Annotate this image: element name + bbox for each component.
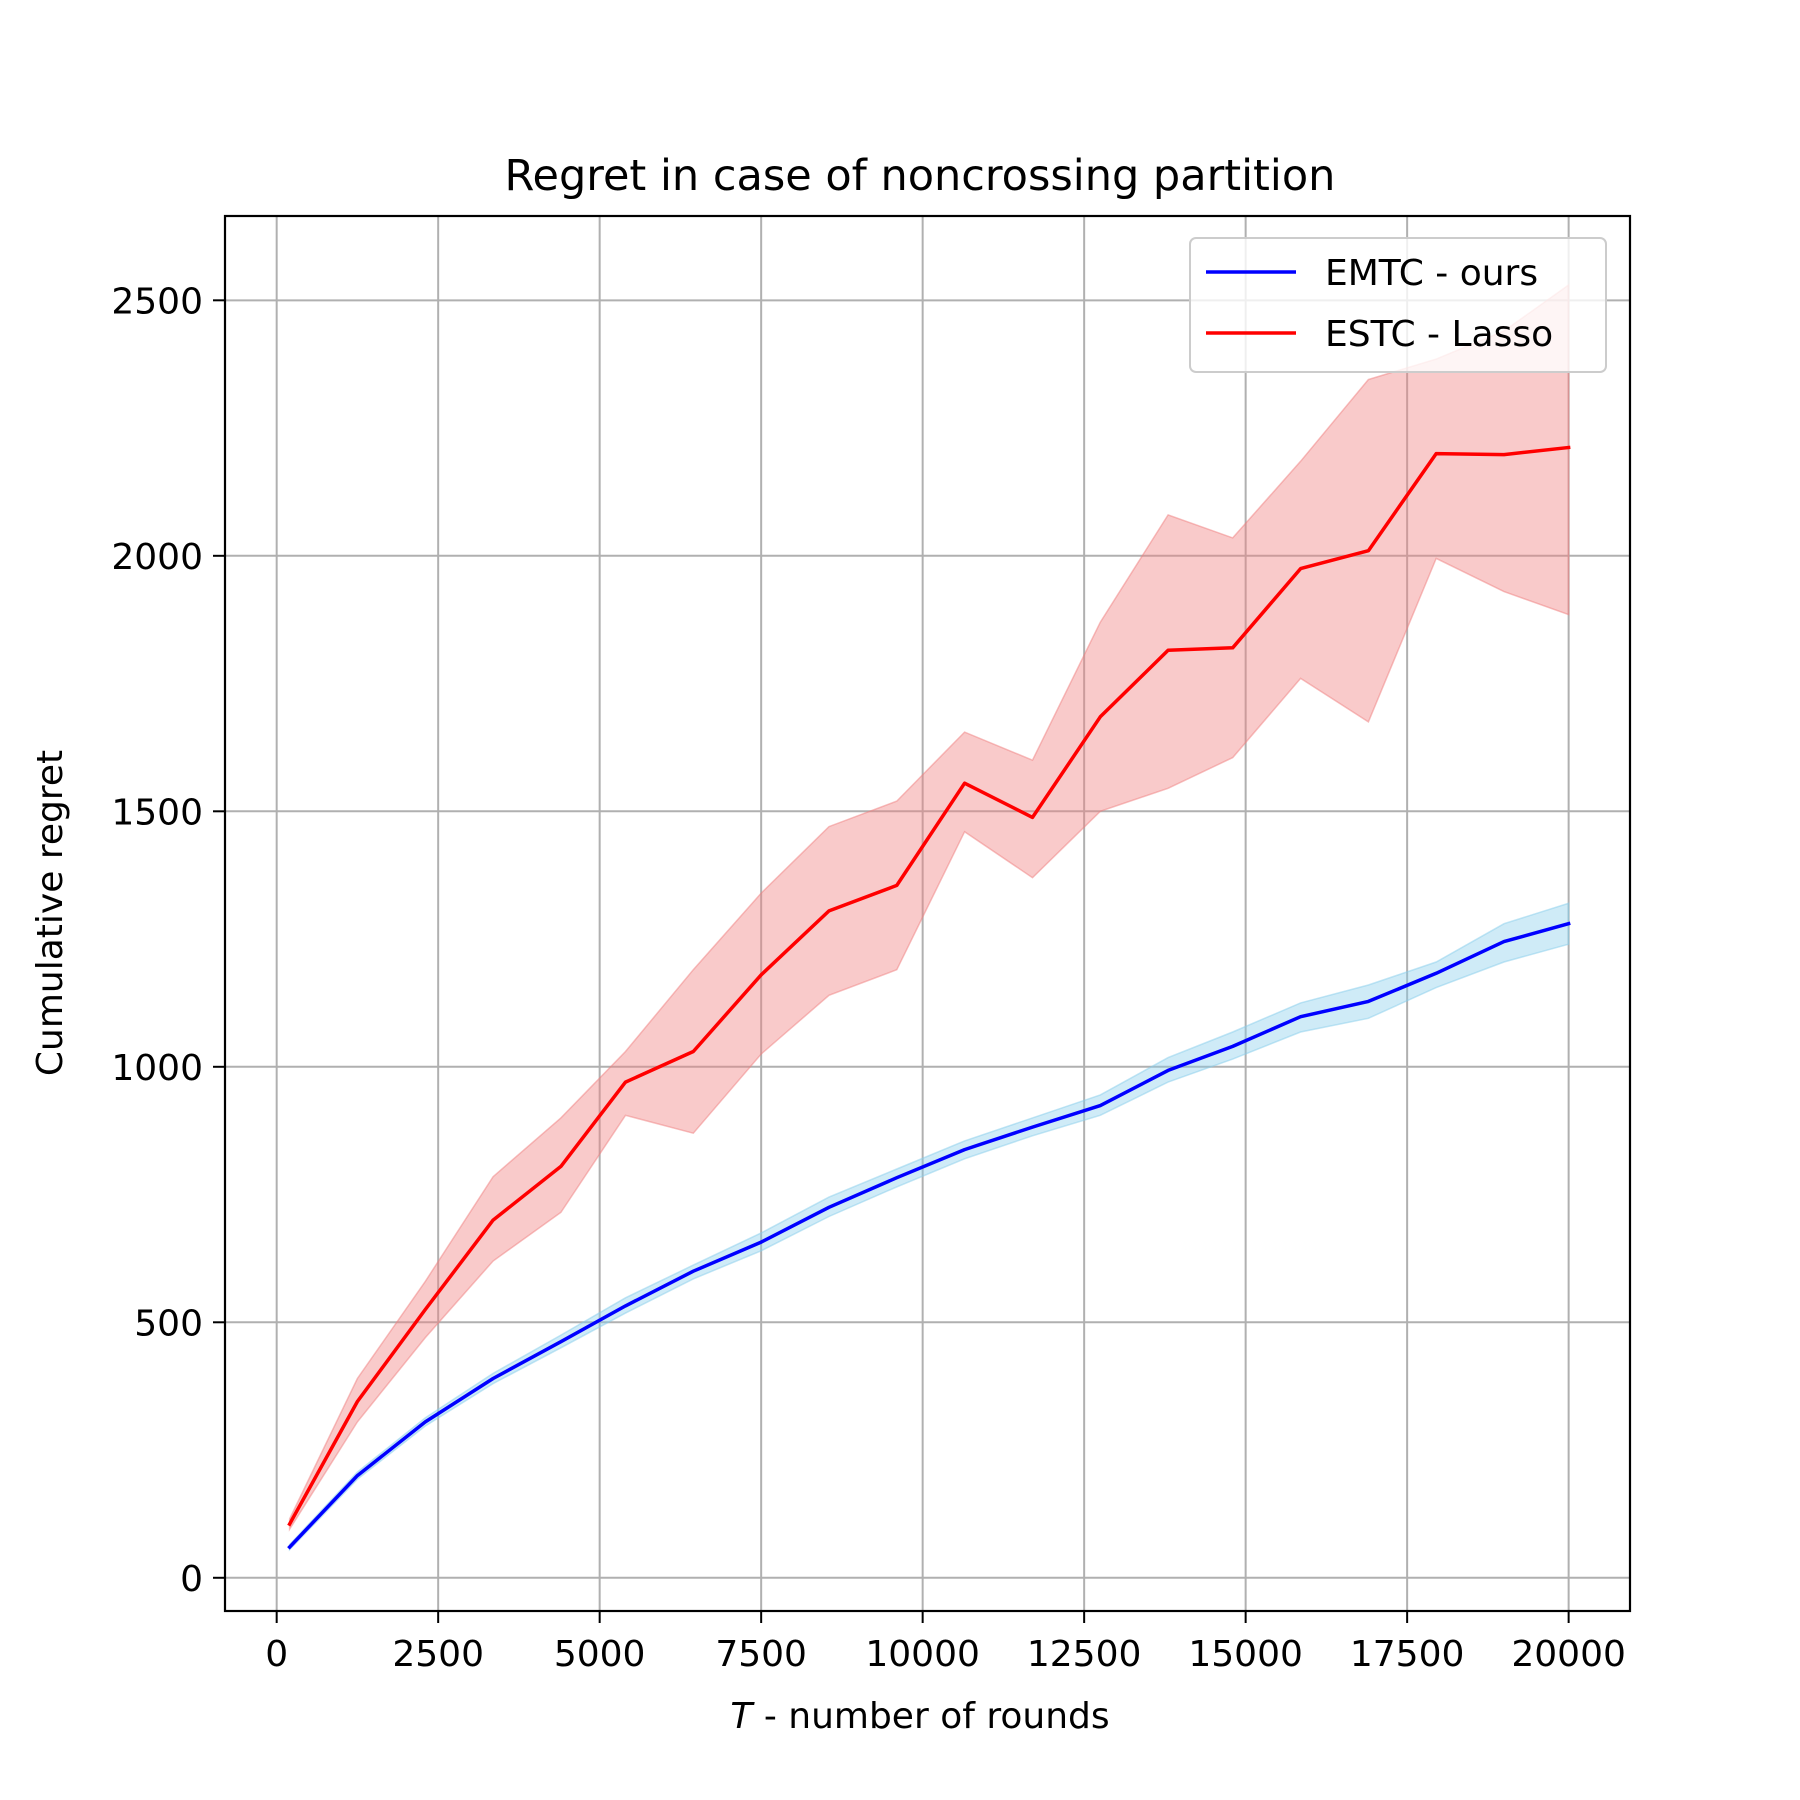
x-tick-label: 2500 [392, 1634, 484, 1675]
legend-label-estc: ESTC - Lasso [1325, 314, 1553, 355]
y-tick-label: 1000 [111, 1048, 203, 1089]
plot-area [223, 214, 1632, 1613]
x-axis-label-text: - number of rounds [752, 1696, 1109, 1737]
legend: EMTC - ours ESTC - Lasso [1189, 237, 1607, 373]
y-tick-label: 500 [134, 1303, 203, 1344]
x-tick-label: 7500 [715, 1634, 807, 1675]
confidence-band-emtc [288, 902, 1570, 1552]
x-tick-label: 12500 [1027, 1634, 1142, 1675]
x-axis-label-variable: T [730, 1696, 755, 1737]
grid [225, 216, 1630, 1611]
x-tick-label: 0 [265, 1634, 288, 1675]
x-tick-label: 15000 [1188, 1634, 1303, 1675]
x-tick-label: 20000 [1511, 1634, 1626, 1675]
x-axis: 0 2500 5000 7500 10000 12500 15000 17500 20000 [265, 1611, 1626, 1675]
plot-background [225, 216, 1630, 1611]
y-tick-label: 1500 [111, 792, 203, 833]
x-axis-label: T - number of rounds [730, 1696, 1109, 1737]
x-tick-label: 10000 [865, 1634, 980, 1675]
legend-label-emtc: EMTC - ours [1325, 253, 1538, 294]
series-lines [287, 445, 1571, 1550]
series-line-estc [287, 445, 1571, 1527]
plot-frame [223, 214, 1632, 1613]
x-tick-label: 5000 [554, 1634, 646, 1675]
y-axis: 0 500 1000 1500 2000 2500 [111, 281, 225, 1600]
chart-title: Regret in case of noncrossing partition [505, 151, 1336, 201]
y-tick-label: 2000 [111, 537, 203, 578]
series-line-emtc [287, 921, 1571, 1550]
y-axis-label: Cumulative regret [30, 750, 71, 1076]
x-tick-label: 17500 [1350, 1634, 1465, 1675]
y-tick-label: 2500 [111, 281, 203, 322]
confidence-band-estc [288, 283, 1570, 1532]
confidence-bands [288, 283, 1570, 1552]
y-tick-label: 0 [180, 1559, 203, 1600]
